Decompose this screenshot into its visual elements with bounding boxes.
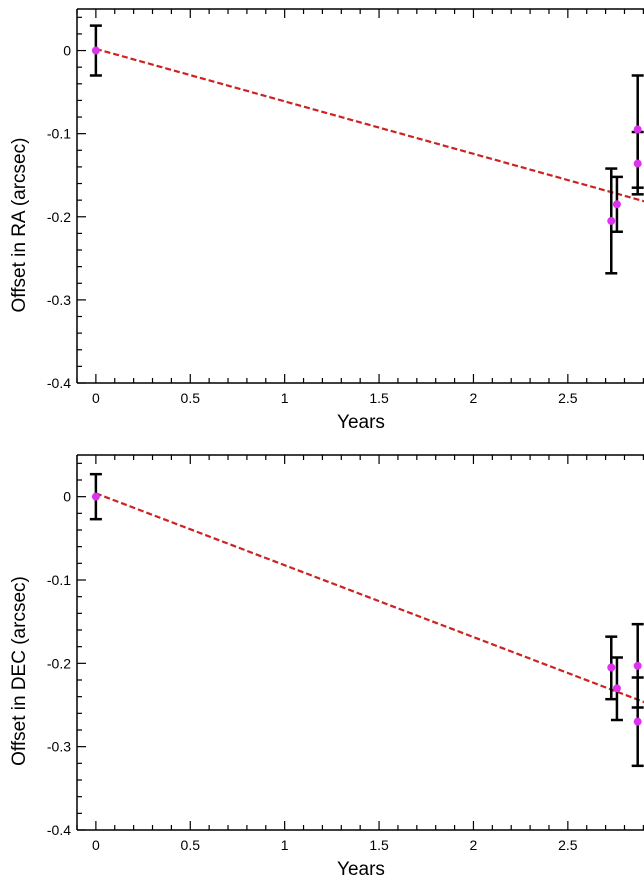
dec-y-tick-label: 0 bbox=[63, 489, 71, 505]
ra-data-point bbox=[91, 46, 100, 55]
ra-y-axis-label: Offset in RA (arcsec) bbox=[9, 138, 30, 313]
dec-data-point bbox=[612, 684, 621, 693]
ra-x-tick-label: 0 bbox=[92, 390, 100, 406]
ra-x-tick-label: 1 bbox=[281, 390, 289, 406]
dec-x-tick-label: 2 bbox=[470, 837, 478, 853]
ra-x-axis-label: Years bbox=[337, 412, 385, 433]
dec-x-tick-label: 0 bbox=[92, 837, 100, 853]
ra-plot-area bbox=[89, 24, 644, 275]
dec-data-point bbox=[607, 663, 616, 672]
ra-data-point bbox=[607, 216, 616, 225]
dec-x-tick-label: 1.5 bbox=[369, 837, 389, 853]
ra-y-tick-label: 0 bbox=[63, 43, 71, 59]
dec-y-axis-label: Offset in DEC (arcsec) bbox=[9, 576, 30, 766]
dec-data-point bbox=[91, 492, 100, 501]
ra-fit-line bbox=[95, 47, 644, 203]
ra-x-tick-label: 2 bbox=[470, 390, 478, 406]
dec-x-tick-label: 1 bbox=[281, 837, 289, 853]
ra-data-point bbox=[633, 125, 642, 134]
ra-y-tick-label: -0.2 bbox=[47, 209, 71, 225]
dec-fit-line bbox=[95, 492, 644, 704]
dec-data-point bbox=[633, 717, 642, 726]
dec-y-tick-label: -0.3 bbox=[47, 739, 71, 755]
dec-plot-area bbox=[89, 472, 644, 768]
ra-x-tick-label: 2.5 bbox=[558, 390, 578, 406]
dec-y-tick-label: -0.4 bbox=[47, 822, 71, 838]
ra-x-tick-label: 1.5 bbox=[369, 390, 389, 406]
dec-x-tick-label: 2.5 bbox=[558, 837, 578, 853]
dec-data-point bbox=[633, 661, 642, 670]
dec-x-tick-label: 0.5 bbox=[181, 837, 201, 853]
dec-x-axis-label: Years bbox=[337, 859, 385, 880]
dec-y-tick-label: -0.1 bbox=[47, 572, 71, 588]
ra-y-tick-label: -0.1 bbox=[47, 126, 71, 142]
ra-data-point bbox=[612, 200, 621, 209]
ra-y-tick-label: -0.4 bbox=[47, 375, 71, 391]
dec-offset-chart: Offset in DEC (arcsec) Years 0 0.5 1 1.5 2 2.… bbox=[9, 454, 644, 880]
ra-x-tick-label: 0.5 bbox=[181, 390, 201, 406]
ra-y-tick-label: -0.3 bbox=[47, 292, 71, 308]
dec-y-tick-label: -0.2 bbox=[47, 655, 71, 671]
ra-offset-chart: Offset in RA (arcsec) Years 0 0.5 1 1.5 2 2.5… bbox=[9, 8, 644, 433]
ra-data-point bbox=[633, 159, 642, 168]
